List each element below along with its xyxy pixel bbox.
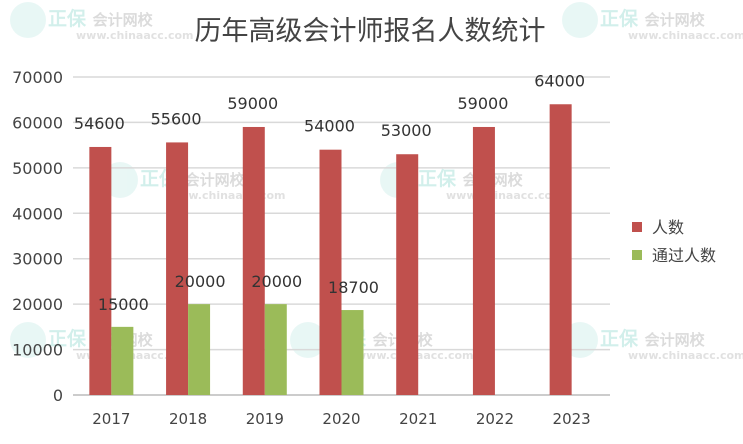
legend-swatch	[632, 222, 642, 232]
y-tick-label: 0	[53, 386, 63, 405]
legend-label: 通过人数	[652, 246, 716, 265]
y-tick-label: 60000	[12, 113, 63, 132]
data-label: 18700	[328, 278, 379, 297]
bar-applicants	[549, 104, 572, 395]
bar-passed	[188, 304, 211, 395]
y-tick-label: 10000	[12, 341, 63, 360]
legend-label: 人数	[652, 218, 684, 237]
data-label: 53000	[381, 121, 432, 140]
bar-passed	[111, 326, 134, 395]
data-label: 64000	[534, 71, 585, 90]
data-label: 54600	[74, 114, 125, 133]
y-tick-label: 50000	[12, 159, 63, 178]
bar-applicants	[166, 142, 189, 395]
x-tick-label: 2021	[399, 410, 437, 428]
chart-title: 历年高级会计师报名人数统计	[195, 16, 546, 47]
x-tick-label: 2017	[92, 410, 130, 428]
x-tick-label: 2023	[553, 410, 591, 428]
bar-applicants	[89, 146, 112, 395]
bar-applicants	[319, 149, 342, 395]
x-tick-label: 2019	[246, 410, 284, 428]
y-tick-label: 40000	[12, 204, 63, 223]
legend-swatch	[632, 250, 642, 260]
bar-applicants	[396, 154, 419, 395]
x-tick-label: 2020	[322, 410, 360, 428]
y-tick-label: 20000	[12, 295, 63, 314]
data-label: 59000	[227, 94, 278, 113]
x-tick-label: 2022	[476, 410, 514, 428]
y-tick-label: 70000	[12, 68, 63, 87]
x-tick-label: 2018	[169, 410, 207, 428]
data-label: 55600	[151, 109, 202, 128]
bar-passed	[264, 304, 287, 395]
bar-applicants	[242, 126, 265, 395]
data-label: 59000	[457, 94, 508, 113]
data-label: 20000	[251, 272, 302, 291]
data-label: 54000	[304, 117, 355, 136]
data-label: 20000	[175, 272, 226, 291]
y-tick-label: 30000	[12, 250, 63, 269]
data-label: 15000	[98, 295, 149, 314]
bar-passed	[341, 310, 364, 395]
bar-applicants	[472, 126, 495, 395]
